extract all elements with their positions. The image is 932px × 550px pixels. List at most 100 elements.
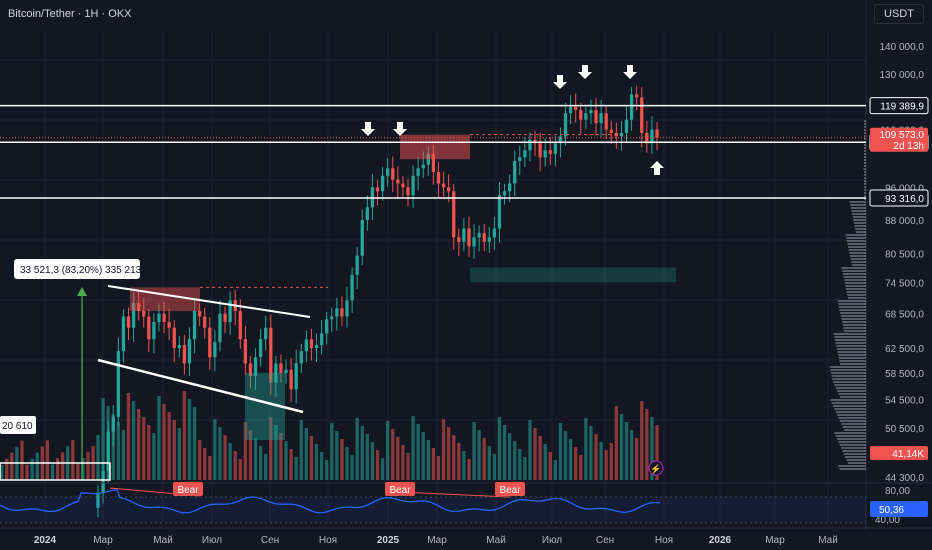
key-level-label: 119 389,9 xyxy=(880,102,924,113)
volume-bar xyxy=(213,419,217,480)
volume-profile-bar xyxy=(836,438,866,440)
volume-profile-bar xyxy=(832,378,866,380)
candle xyxy=(553,143,558,154)
candle xyxy=(441,183,446,188)
volume-profile-bar xyxy=(847,294,866,296)
up-arrow-icon xyxy=(650,161,664,175)
volume-bar xyxy=(152,433,156,480)
volume-bar xyxy=(299,420,303,480)
candle xyxy=(197,311,202,317)
volume-profile-bar xyxy=(837,390,866,392)
volume-profile-bar xyxy=(830,399,866,401)
volume-profile-bar xyxy=(835,435,866,437)
volume-profile-bar xyxy=(864,183,866,185)
candle xyxy=(386,168,390,176)
volume-bar xyxy=(431,448,436,480)
candle xyxy=(182,345,187,364)
candle xyxy=(121,316,126,352)
volume-bar xyxy=(223,435,227,480)
volume-profile-bar xyxy=(839,360,866,362)
volume-profile-bar xyxy=(834,384,866,386)
volume-profile-bar xyxy=(863,168,866,170)
candle xyxy=(584,113,588,120)
candle xyxy=(157,313,161,323)
volume-profile-bar xyxy=(847,297,866,299)
time-tick-label: Ноя xyxy=(655,535,673,546)
candle xyxy=(548,150,552,154)
candle xyxy=(187,339,192,364)
volume-profile-bar xyxy=(833,405,866,407)
volume-profile-bar xyxy=(852,213,866,215)
candle xyxy=(624,119,629,133)
volume-bar xyxy=(558,423,563,480)
currency-button[interactable]: USDT xyxy=(874,4,924,24)
candle xyxy=(208,327,212,358)
volume-badge xyxy=(870,446,928,460)
volume-bar xyxy=(574,447,578,480)
volume-bar xyxy=(487,446,491,480)
volume-profile-bar xyxy=(840,315,866,317)
volume-bar xyxy=(350,455,354,480)
volume-bar xyxy=(228,443,232,480)
candle xyxy=(457,237,461,242)
volume-profile-bar xyxy=(846,459,866,461)
volume-bar xyxy=(157,396,161,480)
candle xyxy=(604,113,608,130)
candle xyxy=(599,113,603,123)
candle xyxy=(629,94,634,120)
candle xyxy=(416,168,420,176)
time-tick-label: Сен xyxy=(596,535,614,546)
volume-bar xyxy=(340,439,344,480)
volume-bar xyxy=(131,401,136,480)
volume-bar xyxy=(507,433,512,480)
volume-bar xyxy=(25,464,29,480)
event-icon[interactable] xyxy=(648,460,664,476)
volume-profile-bar xyxy=(838,357,866,359)
bear-label: Bear xyxy=(177,485,199,496)
volume-profile-bar xyxy=(844,330,866,332)
volume-bar xyxy=(233,451,237,480)
volume-bar xyxy=(553,460,558,480)
volume-bar xyxy=(645,409,649,480)
volume-profile-bar xyxy=(838,465,866,467)
volume-bar xyxy=(147,425,151,480)
supply-zone xyxy=(400,134,470,160)
volume-profile-bar xyxy=(838,441,866,443)
candle xyxy=(101,471,105,493)
volume-bar xyxy=(477,430,481,480)
volume-profile-bar xyxy=(845,456,866,458)
symbol-title: Bitcoin/Tether · 1H · OKX xyxy=(8,8,132,20)
price-tick-label: 62 500,0 xyxy=(885,344,924,355)
bear-badge xyxy=(173,482,203,496)
candle xyxy=(147,316,151,340)
volume-profile-bar xyxy=(852,216,866,218)
key-level-label: 93 316,0 xyxy=(885,194,924,205)
candle xyxy=(497,195,502,229)
candle xyxy=(218,313,222,343)
candle xyxy=(284,369,288,373)
volume-profile-bar xyxy=(855,231,866,233)
volume-profile-bar xyxy=(839,420,866,422)
volume-bar xyxy=(284,441,288,480)
volume-bar xyxy=(629,430,634,480)
volume-profile-bar xyxy=(837,300,866,302)
candle xyxy=(299,351,303,364)
volume-bar xyxy=(325,460,329,480)
volume-bar xyxy=(96,435,100,480)
candle xyxy=(462,228,466,242)
candle xyxy=(523,150,527,158)
volume-profile-bar xyxy=(844,282,866,284)
volume-bar xyxy=(248,430,253,480)
volume-bar xyxy=(264,454,268,480)
candle xyxy=(446,187,451,192)
candle xyxy=(421,164,425,169)
volume-profile-bar xyxy=(851,261,866,263)
supply-zone xyxy=(130,287,200,312)
volume-profile-bar xyxy=(838,303,866,305)
volume-profile-bar xyxy=(837,414,866,416)
volume-profile-bar xyxy=(840,363,866,365)
candle xyxy=(513,160,517,184)
volume-bar xyxy=(294,457,298,480)
volume-bar xyxy=(167,412,171,480)
